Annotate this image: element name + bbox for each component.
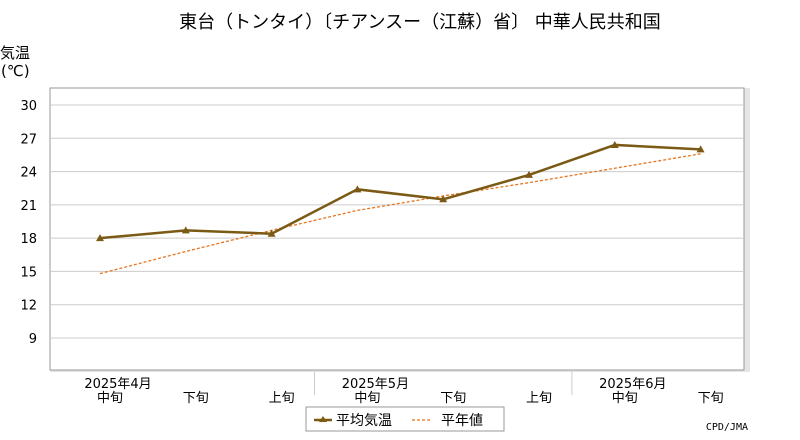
grid (50, 104, 744, 339)
x-tick-label: 中旬 (612, 391, 638, 406)
x-month-label: 2025年4月 (84, 377, 151, 392)
x-tick-label: 上旬 (526, 391, 552, 406)
y-tick-label: 30 (20, 99, 37, 114)
legend: 平均気温 平年値 (305, 406, 505, 432)
y-tick-label: 15 (20, 265, 37, 280)
y-tick-label: 24 (20, 166, 37, 181)
x-tick-label: 中旬 (97, 391, 123, 406)
chart-title: 東台（トンタイ）〔チアンスー（江蘇）省〕 中華人民共和国 (179, 12, 661, 33)
legend-label-normal: 平年値 (441, 413, 483, 429)
legend-marker-avg (319, 416, 327, 422)
data-point-avg (696, 145, 705, 153)
x-tick-label: 下旬 (698, 391, 724, 406)
credit: CPD/JMA (706, 422, 748, 433)
data-point-avg (181, 226, 190, 234)
x-tick-label: 上旬 (269, 391, 295, 406)
series (96, 140, 705, 275)
plot-area (49, 87, 745, 371)
y-tick-label: 21 (20, 199, 37, 214)
x-tick-label: 中旬 (354, 391, 380, 406)
x-ticks: 中旬 下旬 上旬 中旬 下旬 上旬 中旬 下旬 2025年4月 2025年5月 2025年6月 (84, 370, 724, 406)
x-tick-label: 下旬 (440, 391, 466, 406)
y-tick-label: 18 (20, 232, 37, 247)
data-point-avg (439, 195, 448, 203)
data-point-avg (610, 140, 619, 148)
y-tick-label: 9 (29, 332, 37, 347)
series-line-avg (99, 143, 701, 240)
y-tick-label: 27 (20, 132, 37, 147)
data-point-avg (525, 170, 533, 178)
legend-box (305, 406, 505, 432)
x-month-label: 2025年6月 (599, 377, 666, 392)
y-ticks: 9 12 15 18 21 24 27 30 (20, 99, 37, 347)
y-axis-unit: (℃) (1, 62, 30, 80)
legend-label-avg: 平均気温 (336, 413, 392, 429)
x-month-label: 2025年5月 (342, 377, 409, 392)
x-tick-label: 下旬 (183, 391, 209, 406)
data-point-avg (96, 234, 104, 242)
data-point-avg (353, 185, 362, 193)
y-tick-label: 12 (20, 299, 37, 314)
series-line-normal (99, 153, 701, 275)
y-axis-label: 気温 (0, 44, 30, 62)
data-point-avg (267, 229, 276, 237)
